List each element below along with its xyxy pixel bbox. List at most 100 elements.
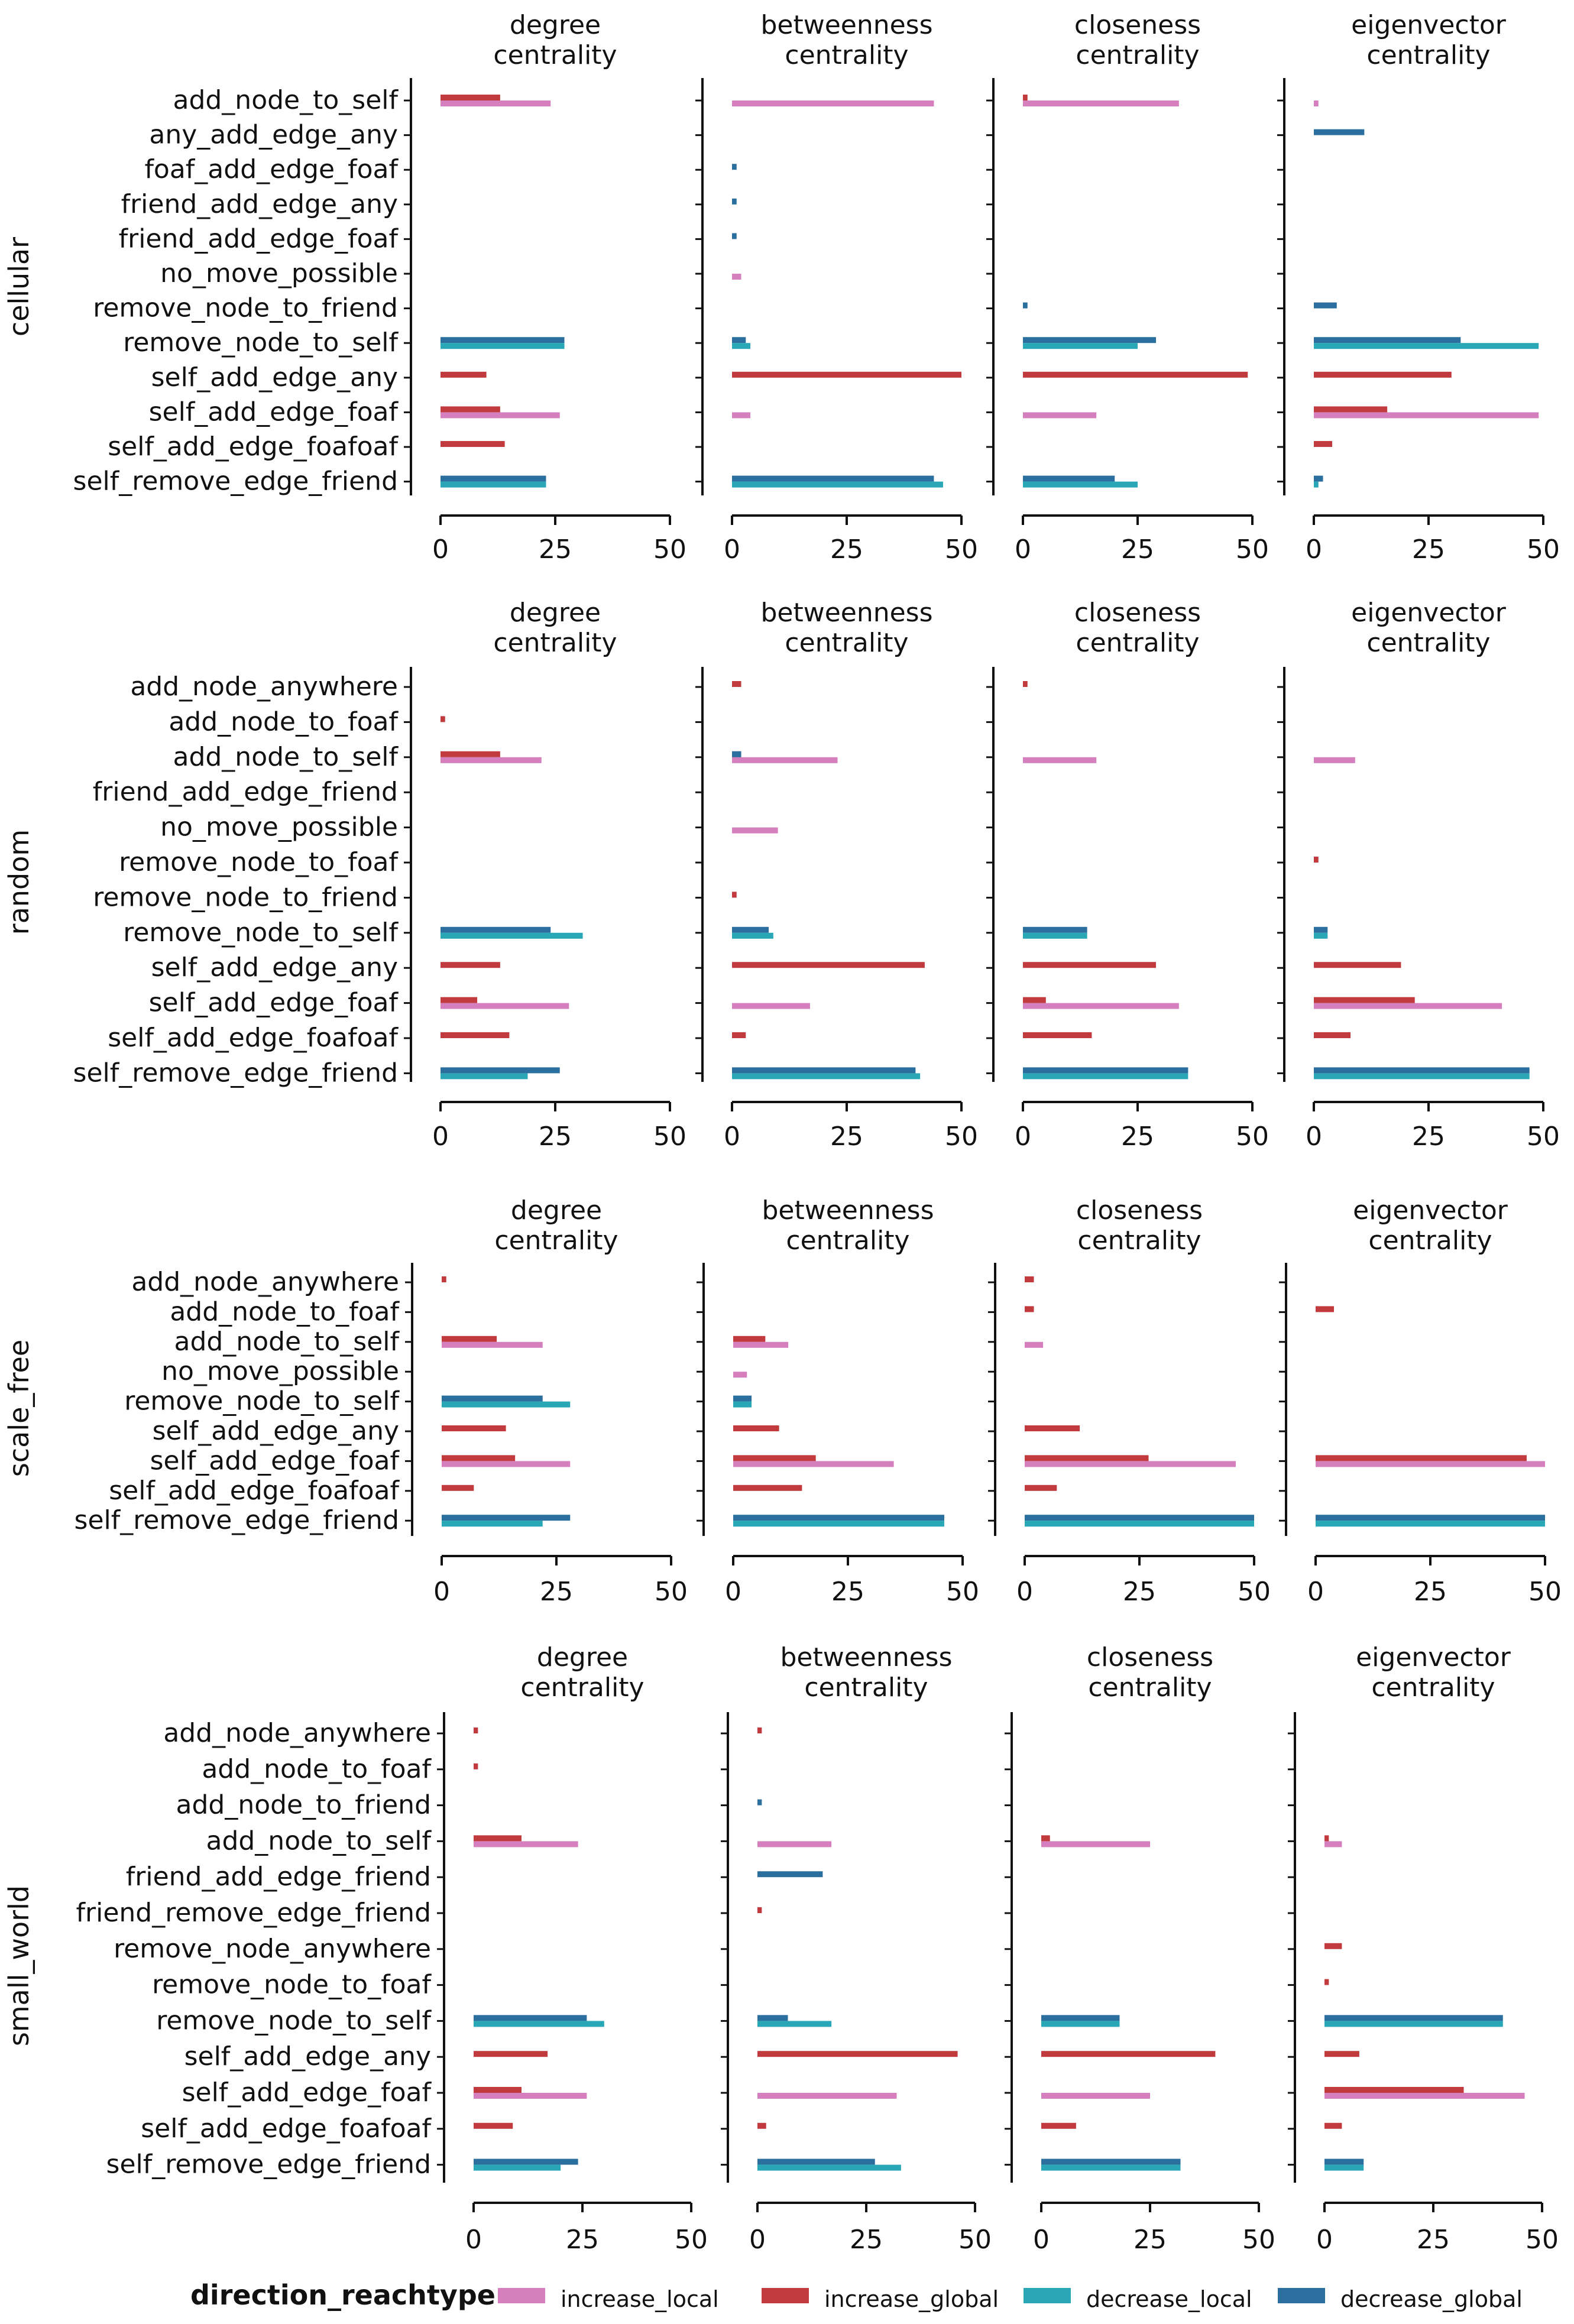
- bar-decrease-local: [441, 481, 546, 488]
- bar-decrease-local: [441, 1073, 528, 1080]
- legend-label-decrease-local: decrease_local: [1086, 2286, 1252, 2312]
- y-tick-label: self_remove_edge_friend: [75, 1505, 399, 1535]
- x-tick-label: 50: [1526, 2225, 1559, 2255]
- y-tick-label: self_add_edge_foafoaf: [141, 2114, 432, 2144]
- bar-decrease-global: [1324, 2158, 1364, 2165]
- bar-increase-global: [1023, 371, 1248, 378]
- bar-increase-local: [1023, 1003, 1179, 1009]
- bar-decrease-global: [1023, 926, 1087, 933]
- panel-title-line1: betweenness: [760, 10, 932, 40]
- panel-title-line1: degree: [510, 598, 601, 628]
- bar-increase-global: [441, 962, 500, 968]
- x-tick-label: 0: [1015, 1122, 1031, 1152]
- panel-title-line2: centrality: [1371, 1672, 1495, 1703]
- bar-decrease-local: [442, 1401, 571, 1408]
- bar-decrease-global: [1041, 2158, 1181, 2165]
- bar-decrease-local: [732, 343, 751, 349]
- y-tick-label: friend_add_edge_any: [121, 189, 398, 219]
- bar-increase-global: [1324, 2051, 1359, 2057]
- x-tick-label: 50: [945, 534, 978, 565]
- panel-title-line1: closeness: [1087, 1642, 1213, 1672]
- y-tick-label: self_add_edge_any: [153, 1416, 399, 1446]
- bar-increase-local: [732, 757, 838, 763]
- x-tick-label: 0: [725, 1577, 741, 1607]
- y-tick-label: self_add_edge_foafoaf: [109, 1476, 400, 1506]
- bar-increase-global: [474, 2051, 548, 2057]
- y-tick-label: add_node_to_self: [173, 85, 399, 115]
- bar-decrease-global: [732, 337, 746, 343]
- bar-increase-global: [1324, 1835, 1329, 1842]
- bar-increase-local: [733, 1341, 789, 1348]
- bar-increase-local: [1023, 412, 1097, 419]
- bar-increase-global: [732, 1032, 746, 1038]
- bar-increase-global: [757, 2051, 958, 2057]
- bar-increase-global: [1316, 1306, 1335, 1312]
- bar-decrease-local: [757, 2164, 901, 2171]
- bar-increase-global: [442, 1425, 506, 1431]
- bar-decrease-global: [733, 1515, 944, 1521]
- y-tick-label: add_node_to_foaf: [169, 706, 399, 737]
- bar-decrease-global: [757, 1871, 823, 1878]
- row-label-cellular: cellular: [3, 237, 35, 336]
- bar-increase-global: [1316, 1455, 1527, 1461]
- bar-decrease-local: [1314, 343, 1539, 349]
- x-tick-label: 0: [465, 2225, 482, 2255]
- bar-decrease-local: [1314, 481, 1319, 488]
- y-tick-label: add_node_to_self: [173, 742, 399, 772]
- bar-increase-local: [757, 2093, 897, 2099]
- bar-increase-local: [732, 274, 741, 280]
- bar-increase-local: [1025, 1341, 1044, 1348]
- y-tick-label: remove_node_to_foaf: [119, 847, 399, 877]
- y-tick-label: self_add_edge_foaf: [149, 397, 399, 427]
- bar-increase-global: [474, 1727, 478, 1733]
- bar-increase-local: [442, 1341, 543, 1348]
- y-tick-label: friend_add_edge_friend: [93, 777, 398, 807]
- legend-title: direction_reachtype: [190, 2279, 495, 2311]
- y-tick-label: foaf_add_edge_foaf: [144, 154, 399, 184]
- bar-decrease-global: [474, 2015, 587, 2021]
- bar-increase-local: [732, 101, 934, 106]
- x-tick-label: 0: [432, 1122, 449, 1152]
- x-tick-label: 25: [1412, 1122, 1445, 1152]
- y-tick-label: friend_add_edge_friend: [126, 1862, 431, 1892]
- legend-swatch-decrease-global: [1278, 2288, 1325, 2303]
- bar-increase-local: [1324, 2093, 1525, 2099]
- bar-increase-global: [1314, 406, 1388, 413]
- bar-increase-local: [1316, 1461, 1545, 1467]
- bar-decrease-global: [732, 751, 741, 757]
- bar-decrease-local: [442, 1521, 543, 1527]
- x-tick-label: 25: [539, 1122, 572, 1152]
- bar-increase-global: [1314, 857, 1319, 863]
- y-tick-label: add_node_to_foaf: [170, 1296, 400, 1327]
- y-tick-label: self_add_edge_foafoaf: [108, 432, 399, 462]
- panel-title-line2: centrality: [493, 628, 617, 658]
- bar-increase-global: [1023, 997, 1046, 1003]
- bar-increase-global: [1324, 2087, 1464, 2093]
- bar-increase-global: [441, 441, 505, 447]
- panel-title-line1: eigenvector: [1351, 10, 1507, 40]
- legend-swatch-increase-local: [498, 2288, 545, 2303]
- bar-increase-local: [474, 1841, 578, 1847]
- bar-increase-global: [733, 1425, 779, 1431]
- bar-decrease-global: [441, 475, 546, 482]
- bar-increase-global: [732, 681, 741, 687]
- bar-decrease-global: [1314, 337, 1461, 343]
- panel-title-line2: centrality: [520, 1672, 644, 1703]
- bar-increase-local: [1041, 1841, 1150, 1847]
- bar-decrease-global: [1023, 302, 1028, 309]
- x-tick-label: 0: [1033, 2225, 1050, 2255]
- bar-decrease-global: [1314, 129, 1365, 135]
- x-tick-label: 25: [1412, 534, 1445, 565]
- bar-decrease-global: [474, 2158, 578, 2165]
- y-tick-label: self_add_edge_foaf: [150, 1445, 400, 1476]
- bar-increase-local: [1025, 1461, 1236, 1467]
- y-tick-label: add_node_to_friend: [176, 1790, 432, 1820]
- bar-decrease-local: [1025, 1521, 1254, 1527]
- y-tick-label: self_remove_edge_friend: [73, 1058, 398, 1088]
- bar-increase-global: [474, 2087, 522, 2093]
- x-tick-label: 25: [850, 2225, 883, 2255]
- bar-decrease-global: [1314, 475, 1323, 482]
- x-tick-label: 25: [1123, 1577, 1156, 1607]
- x-tick-label: 50: [1528, 1577, 1562, 1607]
- x-tick-label: 25: [1417, 2225, 1450, 2255]
